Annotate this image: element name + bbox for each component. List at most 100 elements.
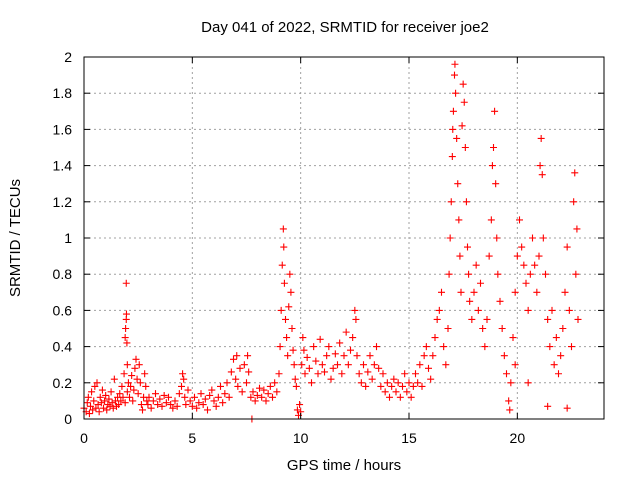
data-point xyxy=(548,306,556,314)
data-point xyxy=(440,343,448,351)
x-axis-label: GPS time / hours xyxy=(287,457,401,474)
data-point xyxy=(282,315,289,323)
data-point xyxy=(175,390,183,398)
data-point xyxy=(93,379,101,387)
data-point xyxy=(416,361,424,369)
data-point xyxy=(124,379,132,387)
data-point xyxy=(204,406,211,414)
data-point xyxy=(381,388,389,396)
data-point xyxy=(118,382,126,390)
data-point xyxy=(96,393,104,401)
data-point xyxy=(399,382,406,390)
y-tick-label: 0 xyxy=(64,411,72,427)
data-point xyxy=(197,390,205,398)
y-axis-label: SRMTID / TECUs xyxy=(7,179,24,297)
data-point xyxy=(122,325,130,332)
data-point xyxy=(134,390,142,398)
data-point xyxy=(299,334,307,342)
data-point xyxy=(454,180,462,188)
data-point xyxy=(390,375,398,383)
data-point xyxy=(103,406,111,414)
data-point xyxy=(91,382,99,390)
data-point xyxy=(160,391,168,399)
data-point xyxy=(503,370,510,378)
data-point xyxy=(154,401,162,409)
data-point xyxy=(438,288,445,296)
data-point xyxy=(366,352,374,360)
data-point xyxy=(102,391,110,399)
data-point xyxy=(403,388,411,396)
data-point xyxy=(156,395,164,403)
data-point xyxy=(573,225,581,233)
data-point xyxy=(516,216,523,224)
data-point xyxy=(522,279,530,287)
y-tick-label: 1 xyxy=(64,230,72,246)
data-point xyxy=(524,306,532,314)
data-point xyxy=(342,328,350,336)
data-point xyxy=(488,162,496,170)
data-point xyxy=(474,306,482,314)
data-point xyxy=(388,382,396,390)
data-point xyxy=(98,386,106,394)
data-point xyxy=(505,397,513,405)
data-point xyxy=(418,382,426,390)
data-point xyxy=(338,370,346,378)
data-point xyxy=(301,370,309,378)
data-point xyxy=(487,216,495,224)
data-point xyxy=(555,370,562,378)
data-point xyxy=(526,270,534,278)
data-point xyxy=(507,379,515,387)
data-point xyxy=(206,391,214,399)
data-point xyxy=(258,393,266,401)
data-point xyxy=(131,364,139,372)
data-point xyxy=(277,306,285,314)
data-point xyxy=(405,379,413,387)
data-point xyxy=(280,279,288,287)
y-tick-label: 0.6 xyxy=(53,302,73,318)
data-point xyxy=(142,382,150,390)
data-point xyxy=(84,393,92,401)
data-point xyxy=(285,303,293,311)
data-point xyxy=(245,368,253,376)
data-point xyxy=(472,261,480,269)
data-point xyxy=(327,375,335,383)
data-point xyxy=(275,370,283,378)
data-point xyxy=(286,270,294,278)
data-point xyxy=(518,243,526,251)
data-point xyxy=(455,216,463,224)
data-point xyxy=(392,388,400,396)
data-point xyxy=(117,397,125,405)
chart-title: Day 041 of 2022, SRMTID for receiver joe… xyxy=(201,19,489,36)
data-point xyxy=(219,399,227,407)
data-point xyxy=(325,343,333,351)
data-point xyxy=(287,288,295,296)
data-point xyxy=(460,98,468,106)
y-tick-label: 0.4 xyxy=(53,339,73,355)
data-point xyxy=(279,225,287,233)
x-tick-label: 5 xyxy=(188,430,196,446)
data-point xyxy=(536,162,544,170)
data-point xyxy=(561,288,569,296)
y-tick-label: 1.8 xyxy=(53,85,73,101)
data-point xyxy=(368,375,376,383)
data-point xyxy=(278,261,286,269)
data-point xyxy=(162,399,170,407)
data-point xyxy=(459,80,467,88)
data-point xyxy=(364,368,372,376)
data-point xyxy=(233,352,241,360)
data-point xyxy=(571,169,579,177)
data-point xyxy=(546,343,554,351)
data-point xyxy=(141,370,149,378)
data-point xyxy=(362,382,370,390)
data-point xyxy=(414,379,422,387)
data-point xyxy=(135,361,143,369)
data-point xyxy=(296,401,304,409)
data-point xyxy=(340,352,348,360)
data-point xyxy=(127,382,135,390)
y-tick-label: 2 xyxy=(64,49,72,65)
data-point xyxy=(407,393,415,401)
data-point xyxy=(232,375,240,383)
data-point xyxy=(225,393,233,401)
data-point xyxy=(464,243,471,251)
data-point xyxy=(445,270,453,278)
